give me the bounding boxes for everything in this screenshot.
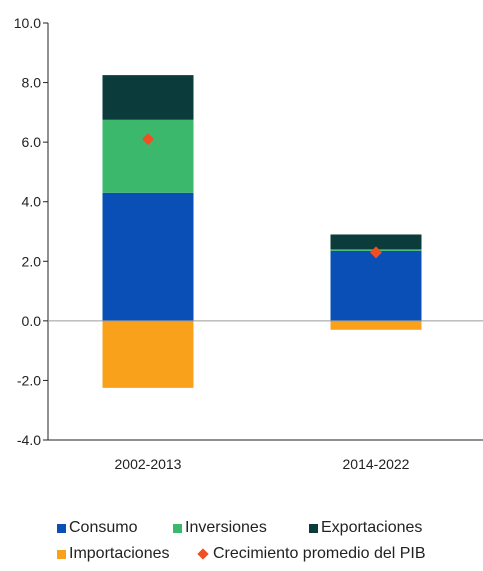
bar-segment-exportaciones-1 bbox=[102, 75, 194, 120]
y-tick-label: 8.0 bbox=[22, 75, 42, 91]
stacked-bar-chart: -4.0 -2.0 0.0 2.0 4.0 6.0 8.0 10.0 2002-2013 2014… bbox=[14, 15, 483, 472]
x-tick-label: 2002-2013 bbox=[115, 456, 182, 472]
y-tick-label: -2.0 bbox=[17, 372, 41, 388]
y-tick-label: 6.0 bbox=[22, 134, 42, 150]
bars bbox=[102, 75, 422, 388]
legend: Consumo Inversiones Exportaciones Import… bbox=[57, 515, 477, 567]
legend-row-2: Importaciones Crecimiento promedio del P… bbox=[57, 541, 477, 567]
bar-segment-importaciones-2 bbox=[330, 320, 422, 330]
legend-diamond-icon bbox=[197, 548, 209, 560]
bar-segment-importaciones-1 bbox=[102, 320, 194, 388]
y-tick-label: 4.0 bbox=[22, 194, 42, 210]
bar-segment-consumo-2 bbox=[330, 250, 422, 321]
y-tick-label: 10.0 bbox=[14, 15, 41, 31]
axes bbox=[43, 22, 483, 441]
legend-label-importaciones: Importaciones bbox=[69, 545, 170, 562]
legend-item-inversiones: Inversiones bbox=[173, 519, 309, 537]
legend-label-gdp-growth: Crecimiento promedio del PIB bbox=[213, 545, 426, 562]
bar-segment-inversiones-1 bbox=[102, 119, 194, 193]
bar-segment-exportaciones-2 bbox=[330, 234, 422, 250]
gdp-markers bbox=[48, 133, 483, 322]
legend-row-1: Consumo Inversiones Exportaciones bbox=[57, 515, 477, 541]
tick-labels: -4.0 -2.0 0.0 2.0 4.0 6.0 8.0 10.0 2002-2013 2014… bbox=[14, 15, 410, 472]
gdp-growth-marker bbox=[370, 246, 382, 259]
legend-label-inversiones: Inversiones bbox=[185, 519, 267, 536]
bar-segment-consumo-1 bbox=[102, 192, 194, 321]
y-tick-label: 0.0 bbox=[22, 313, 42, 329]
legend-swatch-inversiones bbox=[173, 523, 182, 533]
gdp-growth-marker bbox=[142, 133, 154, 146]
y-tick-label: 2.0 bbox=[22, 253, 42, 269]
legend-label-exportaciones: Exportaciones bbox=[321, 519, 423, 536]
legend-item-consumo: Consumo bbox=[57, 519, 173, 537]
legend-item-importaciones: Importaciones bbox=[57, 545, 197, 563]
legend-item-gdp-growth: Crecimiento promedio del PIB bbox=[197, 545, 426, 563]
legend-swatch-importaciones bbox=[57, 549, 66, 559]
legend-label-consumo: Consumo bbox=[69, 519, 138, 536]
legend-swatch-exportaciones bbox=[309, 523, 318, 533]
y-tick-label: -4.0 bbox=[17, 432, 41, 448]
x-tick-label: 2014-2022 bbox=[343, 456, 410, 472]
legend-swatch-consumo bbox=[57, 523, 66, 533]
legend-item-exportaciones: Exportaciones bbox=[309, 519, 422, 537]
